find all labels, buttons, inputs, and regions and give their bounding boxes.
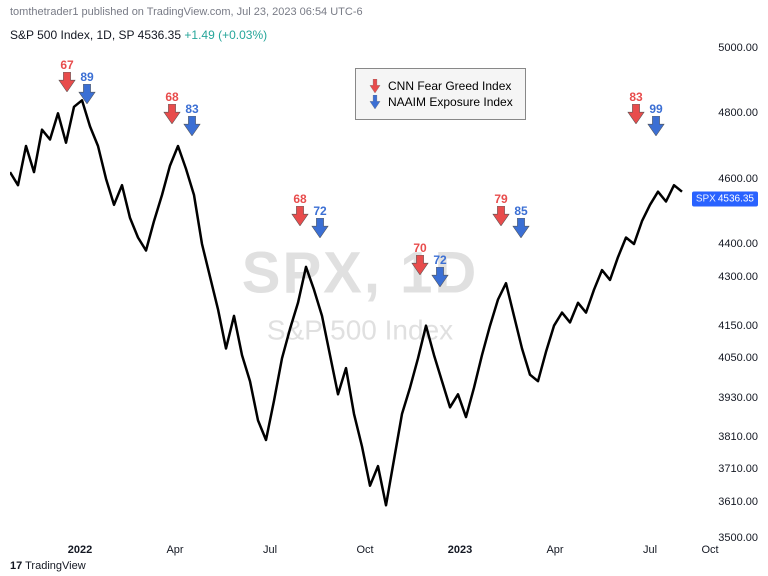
- price-line: [10, 48, 710, 538]
- arrow-down-icon: [411, 255, 429, 275]
- naaim-marker: 83: [180, 102, 204, 141]
- y-tick: 3710.00: [718, 463, 758, 475]
- arrow-down-icon: [492, 206, 510, 226]
- x-tick: Apr: [546, 544, 563, 556]
- y-tick: 4150.00: [718, 320, 758, 332]
- chart-header: S&P 500 Index, 1D, SP 4536.35 +1.49 (+0.…: [10, 28, 267, 42]
- y-tick: 4300.00: [718, 271, 758, 283]
- arrow-down-icon: [368, 95, 382, 109]
- change-pct: (+0.03%): [218, 28, 267, 42]
- x-tick: Oct: [701, 544, 718, 556]
- naaim-marker: 85: [509, 204, 533, 243]
- arrow-down-icon: [627, 104, 645, 124]
- y-tick: 5000.00: [718, 42, 758, 54]
- x-axis: 2022AprJulOct2023AprJulOct: [10, 544, 710, 558]
- arrow-down-icon: [163, 104, 181, 124]
- last-price: 4536.35: [138, 28, 181, 42]
- arrow-down-icon: [512, 218, 530, 238]
- y-axis: 3500.003610.003710.003810.003930.004050.…: [710, 48, 758, 538]
- arrow-down-icon: [311, 218, 329, 238]
- publisher-line: tomthetrader1 published on TradingView.c…: [10, 6, 363, 18]
- arrow-down-icon: [58, 72, 76, 92]
- chart-area[interactable]: SPX, 1D S&P 500 Index 678968836872707279…: [10, 48, 710, 538]
- naaim-marker: 72: [308, 204, 332, 243]
- y-tick: 4050.00: [718, 352, 758, 364]
- legend: CNN Fear Greed Index NAAIM Exposure Index: [355, 68, 526, 120]
- arrow-down-icon: [291, 206, 309, 226]
- x-tick: Jul: [643, 544, 657, 556]
- arrow-down-icon: [431, 267, 449, 287]
- arrow-down-icon: [183, 116, 201, 136]
- x-tick: Jul: [263, 544, 277, 556]
- legend-label: NAAIM Exposure Index: [388, 95, 513, 109]
- y-tick: 3930.00: [718, 392, 758, 404]
- y-tick: 3610.00: [718, 496, 758, 508]
- arrow-down-icon: [78, 84, 96, 104]
- legend-label: CNN Fear Greed Index: [388, 79, 511, 93]
- x-tick: Oct: [356, 544, 373, 556]
- naaim-marker: 89: [75, 70, 99, 109]
- symbol-text: S&P 500 Index, 1D, SP: [10, 28, 134, 42]
- legend-item: NAAIM Exposure Index: [368, 95, 513, 109]
- naaim-marker: 72: [428, 253, 452, 292]
- arrow-down-icon: [368, 79, 382, 93]
- y-tick: 3500.00: [718, 532, 758, 544]
- y-tick: 3810.00: [718, 431, 758, 443]
- x-tick: Apr: [166, 544, 183, 556]
- naaim-marker: 99: [644, 102, 668, 141]
- y-tick: 4400.00: [718, 238, 758, 250]
- legend-item: CNN Fear Greed Index: [368, 79, 513, 93]
- tradingview-logo: 17 TradingView: [10, 560, 86, 572]
- arrow-down-icon: [647, 116, 665, 136]
- x-tick: 2022: [68, 544, 92, 556]
- change-abs: +1.49: [184, 28, 214, 42]
- y-tick: 4600.00: [718, 173, 758, 185]
- x-tick: 2023: [448, 544, 472, 556]
- y-tick: 4800.00: [718, 107, 758, 119]
